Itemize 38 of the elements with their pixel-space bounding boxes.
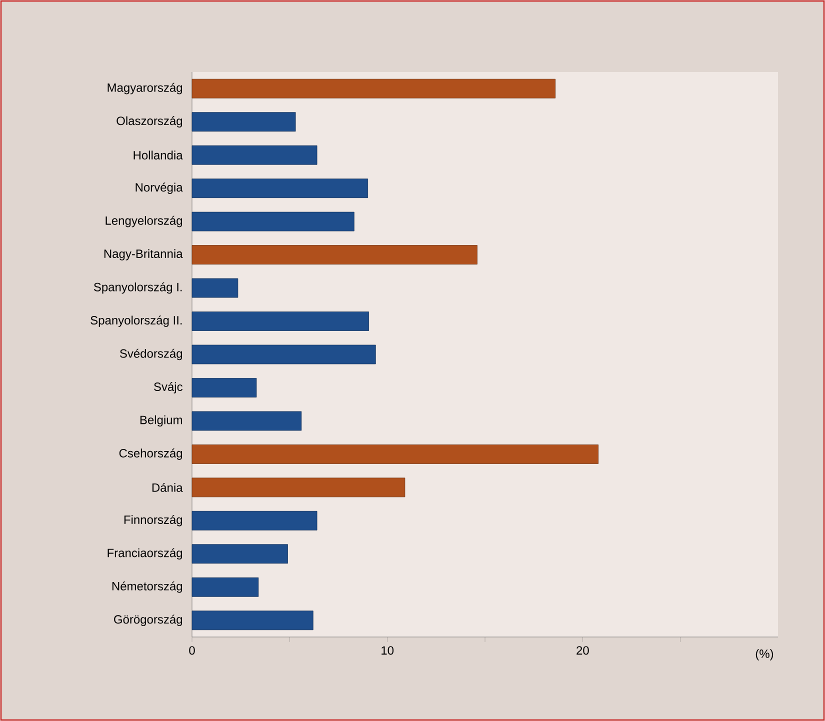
x-tick-label: 20 <box>576 646 589 655</box>
bar <box>192 444 598 464</box>
bar <box>192 378 257 398</box>
bar <box>192 510 318 530</box>
y-tick-label: Olaszország <box>116 116 182 128</box>
y-tick-label: Finnország <box>124 514 182 526</box>
bar <box>192 212 354 232</box>
y-tick-label: Németország <box>112 581 182 593</box>
y-tick-label: Görögország <box>114 614 182 626</box>
bar <box>192 145 318 165</box>
y-tick-label: Lengyelország <box>106 216 182 228</box>
bar <box>192 411 302 431</box>
bar <box>192 610 314 630</box>
x-tick-label: 0 <box>189 646 195 655</box>
y-tick-label: Hollandia <box>134 150 183 160</box>
bar <box>192 344 376 364</box>
y-tick-label: Franciaország <box>108 548 182 560</box>
y-tick-label: Dánia <box>152 482 183 492</box>
x-tick-label: 10 <box>382 646 394 655</box>
y-tick-label: Spanyolország II. <box>90 316 182 327</box>
bar <box>192 78 556 98</box>
bar <box>192 544 288 564</box>
y-tick-label: Csehország <box>119 448 182 460</box>
y-tick-label: Nagy-Britannia <box>104 249 183 260</box>
bar <box>192 112 296 132</box>
bar <box>192 312 369 331</box>
y-tick-label: Svédország <box>120 348 182 360</box>
bar <box>192 245 478 264</box>
bar <box>192 178 368 198</box>
bar <box>192 577 259 597</box>
y-tick-label: Belgium <box>140 415 182 427</box>
y-tick-label: Magyarország <box>108 82 182 94</box>
y-tick-label: Spanyolország I. <box>94 282 182 294</box>
x-axis-title: (%) <box>756 649 774 660</box>
y-tick-label: Norvégia <box>136 182 183 194</box>
y-tick-label: Svájc <box>154 382 182 394</box>
bar <box>192 278 238 298</box>
bar <box>192 478 406 498</box>
